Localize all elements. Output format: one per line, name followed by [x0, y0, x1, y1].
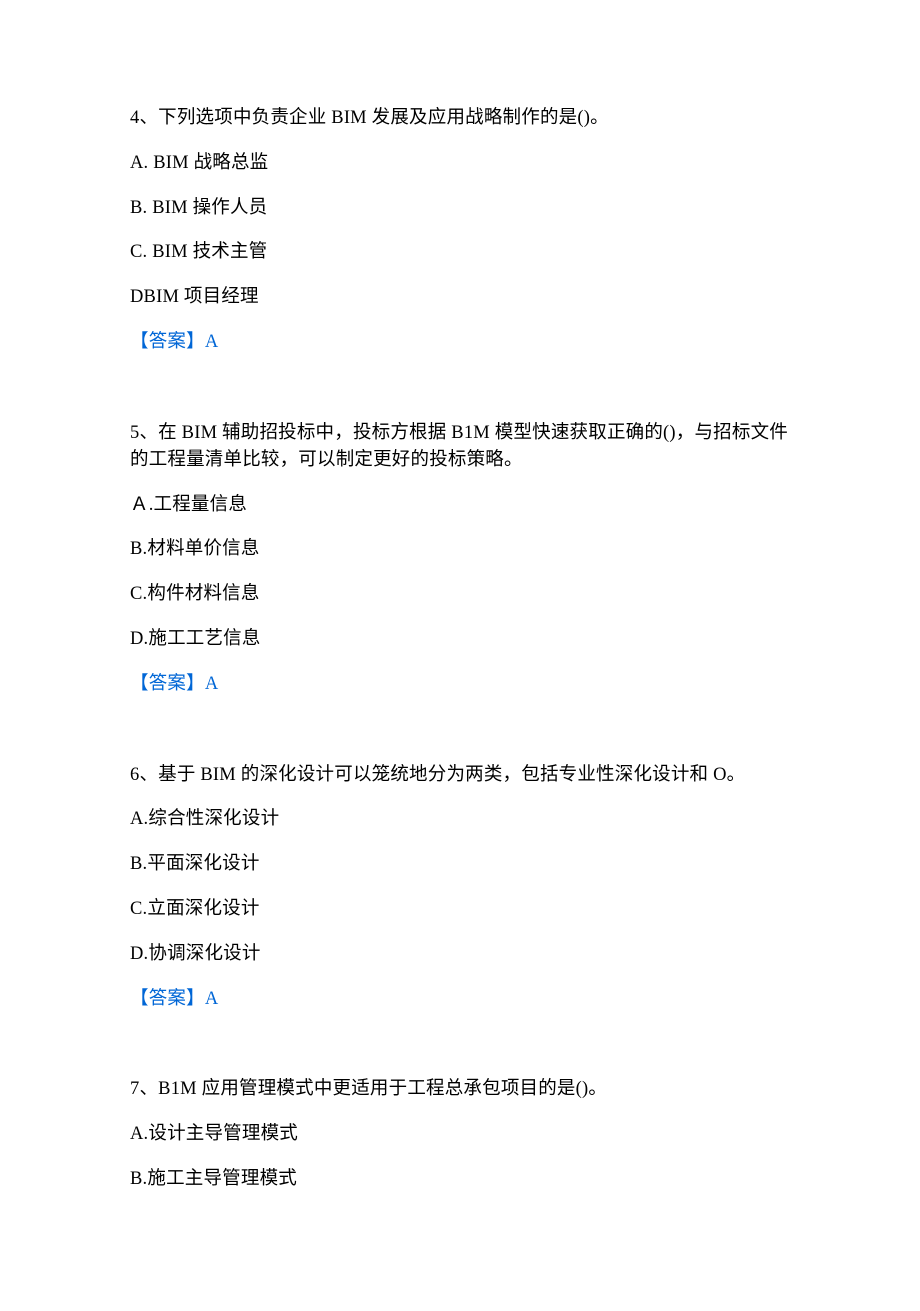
- question-stem: 5、在 BIM 辅助招投标中，投标方根据 B1M 模型快速获取正确的()，与招标…: [130, 420, 790, 474]
- answer-label: 【答案】: [130, 674, 205, 694]
- question-stem: 6、基于 BIM 的深化设计可以笼统地分为两类，包括专业性深化设计和 O。: [130, 762, 790, 789]
- answer-line: 【答案】A: [130, 986, 790, 1013]
- option-b: B.材料单价信息: [130, 536, 790, 563]
- question-stem: 7、B1M 应用管理模式中更适用于工程总承包项目的是()。: [130, 1076, 790, 1103]
- question-number: 5、: [130, 423, 158, 443]
- option-d: DBIM 项目经理: [130, 284, 790, 311]
- option-c: C.构件材料信息: [130, 581, 790, 608]
- document-page: 4、下列选项中负责企业 BIM 发展及应用战略制作的是()。 A. BIM 战略…: [0, 0, 920, 1311]
- question-text: 下列选项中负责企业 BIM 发展及应用战略制作的是()。: [158, 108, 609, 128]
- question-number: 6、: [130, 765, 158, 785]
- question-stem: 4、下列选项中负责企业 BIM 发展及应用战略制作的是()。: [130, 105, 790, 132]
- option-d: D.协调深化设计: [130, 941, 790, 968]
- answer-line: 【答案】A: [130, 329, 790, 356]
- question-number: 7、: [130, 1079, 158, 1099]
- answer-value: A: [205, 674, 219, 694]
- answer-label: 【答案】: [130, 332, 205, 352]
- spacer: [130, 716, 790, 762]
- question-number: 4、: [130, 108, 158, 128]
- option-a: A.设计主导管理模式: [130, 1121, 790, 1148]
- option-b: B. BIM 操作人员: [130, 195, 790, 222]
- option-c: C. BIM 技术主管: [130, 239, 790, 266]
- answer-value: A: [205, 989, 219, 1009]
- option-b: B.施工主导管理模式: [130, 1166, 790, 1193]
- answer-value: A: [205, 332, 219, 352]
- option-a: Ａ.工程量信息: [130, 492, 790, 519]
- option-a: A. BIM 战略总监: [130, 150, 790, 177]
- option-b: B.平面深化设计: [130, 851, 790, 878]
- option-d: D.施工工艺信息: [130, 626, 790, 653]
- question-text: B1M 应用管理模式中更适用于工程总承包项目的是()。: [158, 1079, 607, 1099]
- answer-label: 【答案】: [130, 989, 205, 1009]
- option-c: C.立面深化设计: [130, 896, 790, 923]
- option-a: A.综合性深化设计: [130, 806, 790, 833]
- spacer: [130, 374, 790, 420]
- answer-line: 【答案】A: [130, 671, 790, 698]
- spacer: [130, 1030, 790, 1076]
- question-text: 基于 BIM 的深化设计可以笼统地分为两类，包括专业性深化设计和 O。: [158, 765, 745, 785]
- question-text: 在 BIM 辅助招投标中，投标方根据 B1M 模型快速获取正确的()，与招标文件…: [130, 423, 788, 470]
